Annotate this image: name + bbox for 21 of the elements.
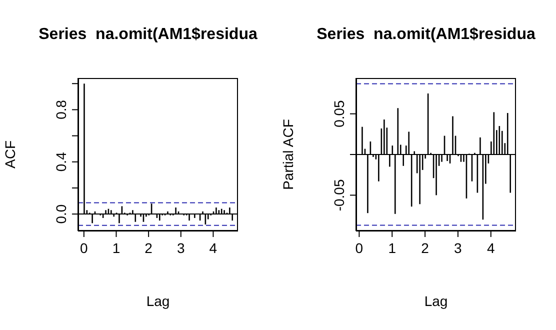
y-tick-label: -0.05	[331, 179, 347, 212]
x-tick-label: 3	[176, 240, 185, 256]
y-tick-label: 0.0	[53, 204, 69, 224]
x-tick-label: 2	[144, 240, 153, 256]
x-tick-label: 4	[209, 240, 218, 256]
x-tick-label: 0	[80, 240, 88, 256]
x-axis-title: Lag	[146, 293, 170, 309]
y-tick-label: 0.4	[53, 152, 69, 172]
x-tick-label: 3	[454, 240, 462, 256]
x-tick-label: 1	[388, 240, 396, 256]
x-tick-label: 2	[421, 240, 430, 256]
x-tick-label: 1	[112, 240, 120, 256]
x-tick-label: 0	[355, 240, 364, 256]
chart-title: Series na.omit(AM1$residua	[38, 26, 258, 44]
chart-title: Series na.omit(AM1$residua	[316, 26, 536, 44]
y-tick-label: 0.8	[53, 100, 69, 120]
y-tick-label: 0.05	[331, 100, 347, 128]
y-axis-title: ACF	[2, 140, 18, 168]
x-axis-title: Lag	[424, 293, 448, 309]
y-axis-title: Partial ACF	[280, 119, 296, 190]
x-tick-label: 4	[486, 240, 495, 256]
